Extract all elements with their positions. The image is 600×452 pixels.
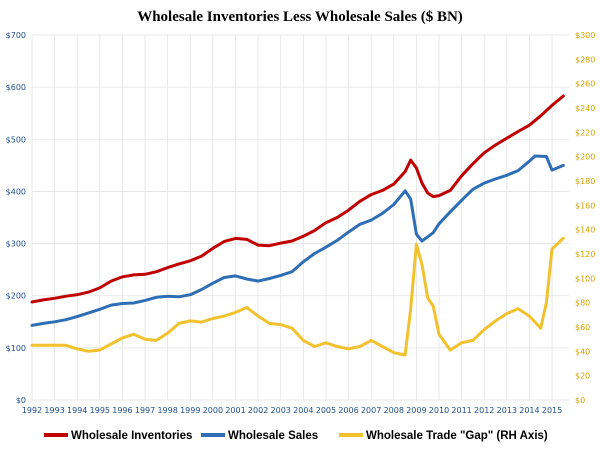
x-axis-tick-label: 2011	[451, 406, 471, 415]
right-axis-tick-label: $240	[575, 104, 595, 113]
left-axis-tick-label: $600	[6, 83, 26, 92]
left-axis-tick-label: $100	[6, 344, 26, 353]
right-axis-tick-label: $0	[575, 396, 585, 405]
right-axis-ticks: $0 $20 $40 $60 $80 $100 $120 $140 $160 $180 $200 $2…	[575, 31, 595, 405]
right-axis-tick-label: $120	[575, 250, 595, 259]
right-axis-tick-label: $300	[575, 31, 595, 40]
legend-label: Wholesale Trade "Gap" (RH Axis)	[366, 430, 548, 442]
x-axis-tick-label: 2000	[203, 406, 223, 415]
x-axis-tick-label: 2013	[497, 406, 517, 415]
x-axis-tick-label: 1996	[112, 406, 132, 415]
x-axis-tick-label: 1994	[67, 406, 87, 415]
x-axis-tick-label: 2009	[406, 406, 426, 415]
left-axis-tick-label: $400	[6, 187, 26, 196]
right-axis-tick-label: $40	[575, 347, 590, 356]
right-axis-tick-label: $200	[575, 153, 595, 162]
x-axis-tick-label: 2010	[429, 406, 449, 415]
x-axis-tick-label: 1993	[44, 406, 64, 415]
x-axis-tick-label: 2006	[338, 406, 358, 415]
left-axis-tick-label: $0	[16, 396, 26, 405]
x-axis-tick-label: 2012	[474, 406, 494, 415]
right-axis-tick-label: $220	[575, 128, 595, 137]
left-axis-tick-label: $300	[6, 240, 26, 249]
x-axis-tick-label: 1998	[157, 406, 177, 415]
left-axis-tick-label: $200	[6, 292, 26, 301]
right-axis-tick-label: $260	[575, 80, 595, 89]
gridlines	[31, 34, 569, 401]
x-axis-tick-label: 1992	[22, 406, 42, 415]
legend-label: Wholesale Inventories	[71, 430, 192, 442]
right-axis-tick-label: $140	[575, 226, 595, 235]
right-axis-tick-label: $280	[575, 55, 595, 64]
legend-label: Wholesale Sales	[228, 430, 318, 442]
x-axis-tick-label: 2005	[316, 406, 336, 415]
x-axis-ticks: 1992 1993 1994 1995 1996 1997 1998 1999 2000 2001…	[22, 406, 562, 415]
x-axis-tick-label: 1997	[135, 406, 155, 415]
x-axis-tick-label: 2002	[248, 406, 268, 415]
right-axis-tick-label: $20	[575, 372, 590, 381]
right-axis-tick-label: $80	[575, 299, 590, 308]
left-axis-tick-label: $500	[6, 135, 26, 144]
x-axis-tick-label: 2004	[293, 406, 313, 415]
right-axis-tick-label: $160	[575, 201, 595, 210]
series-line	[30, 236, 565, 357]
x-axis-tick-label: 2003	[271, 406, 291, 415]
chart-title: Wholesale Inventories Less Wholesale Sal…	[137, 9, 463, 25]
x-axis-tick-label: 2014	[519, 406, 539, 415]
legend: Wholesale Inventories Wholesale Sales Whol…	[44, 430, 548, 442]
x-axis-tick-label: 1995	[90, 406, 110, 415]
series-line	[30, 154, 565, 327]
x-axis-tick-label: 2001	[225, 406, 245, 415]
x-axis-tick-label: 2008	[384, 406, 404, 415]
series-lines	[30, 94, 565, 357]
left-axis-tick-label: $700	[6, 31, 26, 40]
x-axis-tick-label: 2007	[361, 406, 381, 415]
right-axis-tick-label: $180	[575, 177, 595, 186]
left-axis-ticks: $0 $100 $200 $300 $400 $500 $600 $700	[6, 31, 26, 405]
right-axis-tick-label: $100	[575, 274, 595, 283]
x-axis-tick-label: 2015	[542, 406, 562, 415]
series-line	[30, 94, 565, 304]
right-axis-tick-label: $60	[575, 323, 590, 332]
x-axis-tick-label: 1999	[180, 406, 200, 415]
